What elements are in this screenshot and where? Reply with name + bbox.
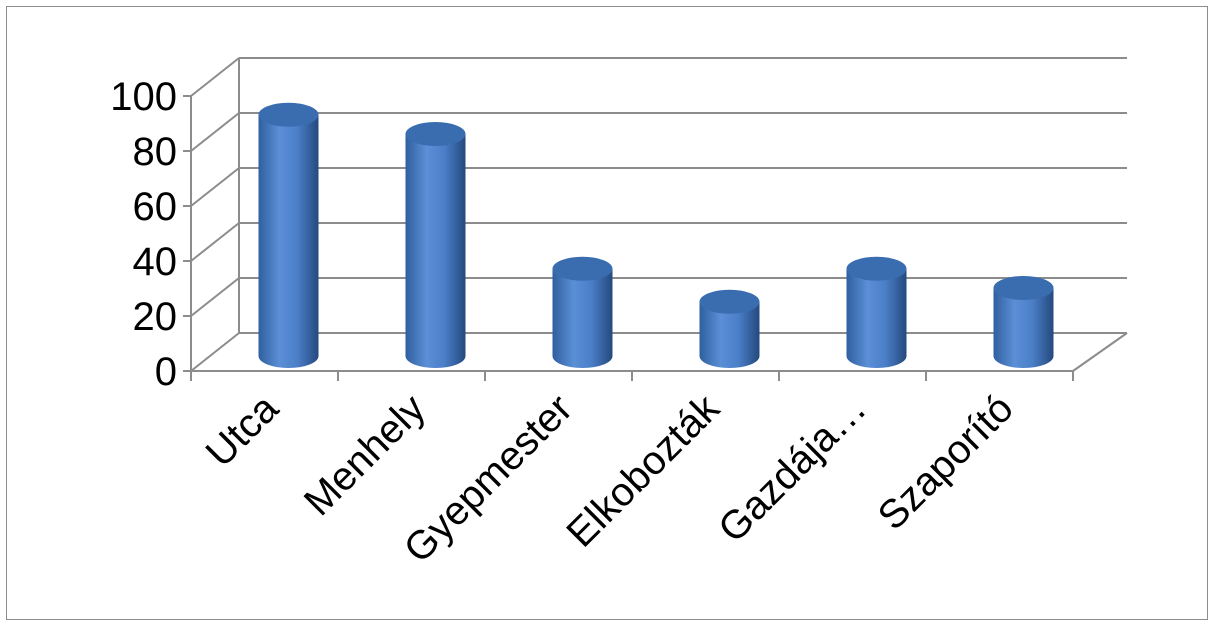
bar <box>993 276 1054 368</box>
gridline-side <box>190 57 240 97</box>
y-tick-label: 40 <box>133 240 178 284</box>
bar-body <box>258 114 319 368</box>
x-category-label: Gazdája… <box>710 386 875 551</box>
y-tick-label: 20 <box>133 295 178 339</box>
bar <box>552 256 613 368</box>
x-category-label: Elkobozták <box>558 386 728 556</box>
chart-frame: 0 20 40 60 80 100 Utca Menhely Gyepmester Elkoboz… <box>6 6 1208 620</box>
bar-body <box>405 134 466 368</box>
bar-layer <box>258 102 1054 368</box>
x-category-label: Utca <box>198 386 288 476</box>
gridline-side <box>190 112 240 152</box>
bar-top <box>405 122 466 146</box>
y-tick-label: 60 <box>133 185 178 229</box>
y-tick-label: 80 <box>133 130 178 174</box>
bar-body <box>846 268 907 368</box>
axis-layer <box>183 95 1128 381</box>
floor-edge <box>1072 332 1128 372</box>
gridline-side <box>190 167 240 207</box>
gridline-side <box>190 222 240 262</box>
bar <box>405 122 466 368</box>
bar-top <box>846 256 907 281</box>
grid-layer <box>190 57 1127 372</box>
bar-top <box>552 256 613 281</box>
x-category-label: Szaporító <box>870 386 1022 538</box>
bar-body <box>552 268 613 368</box>
bar-body <box>699 301 760 368</box>
x-category-label: Menhely <box>296 386 434 524</box>
bar-top <box>699 289 760 314</box>
bar-top <box>993 276 1054 300</box>
bar <box>699 289 760 368</box>
bar-top <box>258 102 319 127</box>
bar <box>846 256 907 368</box>
y-tick-label: 100 <box>110 75 177 119</box>
bar-body <box>993 288 1054 368</box>
bar <box>258 102 319 368</box>
gridline-side <box>190 332 240 372</box>
gridline-side <box>190 277 240 317</box>
y-tick-label: 0 <box>155 350 177 394</box>
